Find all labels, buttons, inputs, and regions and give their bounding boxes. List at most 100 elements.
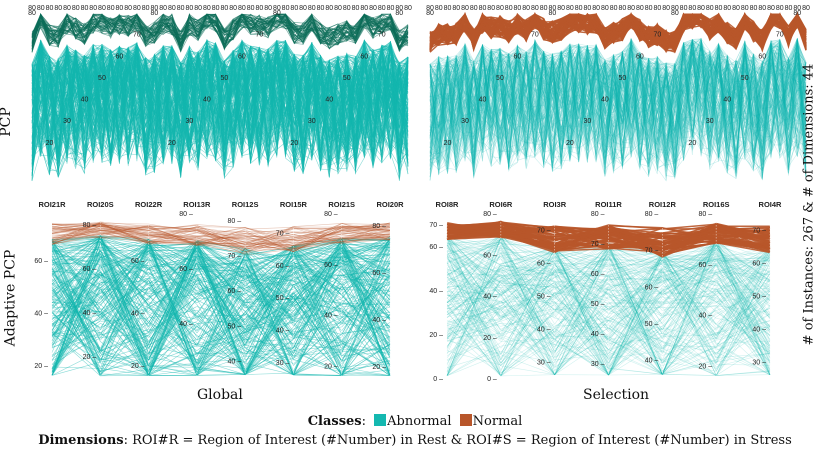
normal-line: [51, 224, 391, 251]
axis-tick-label: 80: [273, 10, 281, 17]
axis-tick-label: 60 –: [537, 261, 551, 268]
axis-top-label: 80: [531, 5, 539, 12]
axis-tick-label: 40 –: [699, 313, 713, 320]
abnormal-line: [429, 45, 807, 173]
abnormal-line: [51, 244, 391, 335]
abnormal-line: [51, 248, 391, 376]
abnormal-line: [429, 43, 807, 154]
axis-top-label: 80: [116, 5, 124, 12]
abnormal-line: [429, 42, 807, 165]
normal-line: [51, 223, 391, 245]
axis-tick-label: 40: [81, 97, 89, 104]
abnormal-line: [31, 39, 409, 166]
abnormal-line: [429, 38, 807, 177]
axis-top-label: 80: [387, 5, 395, 12]
abnormal-line: [51, 271, 391, 342]
normal-line: [51, 226, 391, 254]
axis-tick-label: 60: [116, 53, 124, 60]
abnormal-line: [446, 256, 771, 370]
abnormal-line: [429, 43, 807, 157]
abnormal-line: [429, 39, 807, 175]
abnormal-line: [429, 45, 807, 178]
abnormal-line: [429, 40, 807, 174]
abnormal-line: [429, 43, 807, 177]
axis-tick-label: 30: [308, 118, 316, 125]
axis-top-label: 80: [688, 5, 696, 12]
classes-legend: Classes: Abnormal Normal: [0, 414, 830, 429]
axis-top-label: 80: [461, 5, 469, 12]
abnormal-line: [446, 238, 771, 347]
normal-line: [51, 223, 391, 242]
normal-line: [51, 222, 391, 252]
abnormal-line: [429, 40, 807, 159]
abnormal-line: [429, 38, 807, 180]
abnormal-line: [51, 236, 391, 365]
abnormal-line: [429, 39, 807, 180]
abnormal-line: [51, 239, 391, 364]
axis-tick-label: 40: [325, 97, 333, 104]
axis-tick-label: 60: [360, 53, 368, 60]
normal-line: [51, 223, 391, 243]
axis-tick-label: 30: [185, 118, 193, 125]
abnormal-line: [429, 42, 807, 162]
axis-tick-label: 60 –: [699, 262, 713, 269]
axis-top-label: 80: [124, 5, 132, 12]
axis-name-roi20s: ROI20S: [87, 200, 114, 209]
abnormal-line: [429, 42, 807, 174]
abnormal-line: [429, 43, 807, 169]
axis-tick-label: 60 –: [483, 252, 497, 259]
abnormal-line: [429, 43, 807, 174]
abnormal-line: [429, 38, 807, 171]
normal-line: [51, 231, 391, 245]
axis-tick-label: 60 –: [372, 270, 386, 277]
axis-tick-label: 20 –: [131, 363, 145, 370]
axis-top-label: 80: [185, 5, 193, 12]
axis-tick-label: 20 –: [372, 364, 386, 371]
axis-top-label: 80: [444, 5, 452, 12]
abnormal-line: [51, 240, 391, 331]
abnormal-line: [429, 40, 807, 167]
axis-tick-label: 20 –: [429, 332, 443, 339]
abnormal-line: [429, 39, 807, 170]
axis-name-roi11r: ROI11R: [595, 200, 622, 209]
normal-line: [51, 226, 391, 244]
row-label-pcp: PCP: [0, 107, 14, 137]
normal-line: [51, 225, 391, 243]
axis-tick-label: 20: [688, 140, 696, 147]
normal-line: [51, 227, 391, 249]
axis-tick-label: 60 –: [324, 262, 338, 269]
abnormal-line: [429, 45, 807, 170]
axis-top-label: 80: [273, 5, 281, 12]
abnormal-line: [429, 39, 807, 169]
abnormal-line: [51, 248, 391, 365]
axis-tick-label: 50 –: [591, 301, 605, 308]
axis-top-label: 80: [290, 5, 298, 12]
abnormal-line: [429, 44, 807, 181]
axis-tick-label: 70 –: [591, 241, 605, 248]
abnormal-line: [429, 39, 807, 181]
axis-tick-label: 40 –: [34, 311, 48, 318]
abnormal-line: [429, 43, 807, 171]
axis-tick-label: 30 –: [752, 360, 766, 367]
axis-tick-label: 60 –: [131, 258, 145, 265]
legend-title: Classes: [307, 414, 362, 429]
abnormal-line: [429, 42, 807, 162]
normal-line: [51, 227, 391, 250]
axis-name-roi6r: ROI6R: [489, 200, 513, 209]
normal-line: [429, 13, 807, 51]
abnormal-line: [429, 38, 807, 159]
axis-tick-label: 40 –: [591, 331, 605, 338]
axis-name-roi8r: ROI8R: [436, 200, 460, 209]
axis-tick-label: 70 –: [645, 248, 659, 255]
abnormal-line: [429, 38, 807, 163]
normal-line: [51, 225, 391, 250]
abnormal-line: [429, 38, 807, 167]
abnormal-line: [429, 43, 807, 167]
axis-top-label: 80: [566, 5, 574, 12]
abnormal-line: [51, 247, 391, 376]
normal-line: [51, 223, 391, 245]
normal-line: [51, 227, 391, 252]
abnormal-line: [429, 42, 807, 170]
abnormal-line: [429, 45, 807, 170]
axis-top-label: 80: [98, 5, 106, 12]
